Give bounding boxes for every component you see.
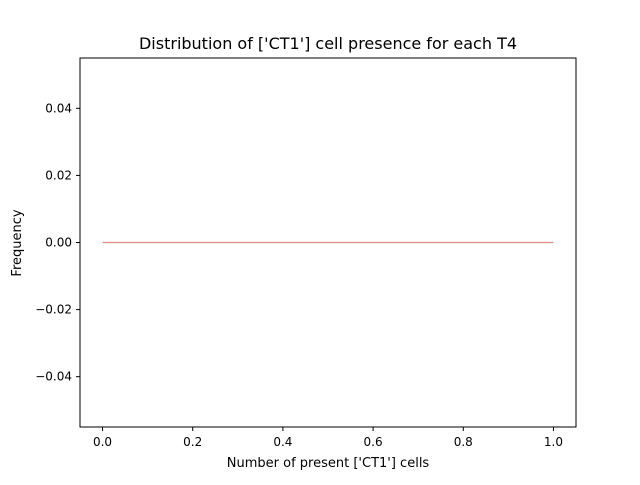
x-tick-label: 0.8: [454, 435, 473, 449]
y-axis-label: Frequency: [10, 209, 25, 276]
y-tick-label: 0.04: [45, 101, 72, 115]
chart-title: Distribution of ['CT1'] cell presence fo…: [139, 34, 517, 53]
x-tick-label: 0.2: [183, 435, 202, 449]
x-tick-label: 0.0: [93, 435, 112, 449]
y-tick-label: −0.04: [35, 370, 72, 384]
y-tick-label: −0.02: [35, 303, 72, 317]
x-tick-label: 1.0: [544, 435, 563, 449]
x-axis: 0.0 0.2 0.4 0.6 0.8 1.0: [93, 427, 563, 449]
y-tick-label: 0.00: [45, 236, 72, 250]
x-tick-label: 0.6: [364, 435, 383, 449]
y-axis: −0.04 −0.02 0.00 0.02 0.04: [35, 101, 80, 384]
x-tick-label: 0.4: [273, 435, 292, 449]
y-tick-label: 0.02: [45, 168, 72, 182]
x-axis-label: Number of present ['CT1'] cells: [227, 456, 430, 471]
